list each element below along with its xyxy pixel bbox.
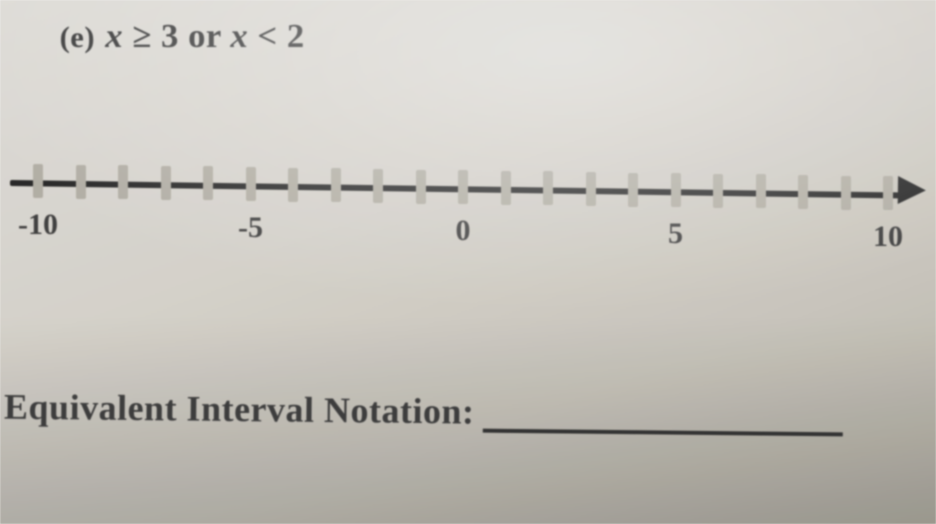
number-line-tick bbox=[883, 176, 893, 210]
number-line-tick bbox=[416, 170, 426, 204]
number-line-axis bbox=[10, 180, 900, 198]
problem-expression: x ≥ 3 or x < 2 bbox=[105, 18, 304, 56]
equivalent-notation-label: Equivalent Interval Notation: bbox=[4, 386, 475, 433]
problem-label: (e) bbox=[60, 21, 95, 55]
number-line-tick bbox=[713, 174, 723, 208]
number-line-tick bbox=[501, 171, 511, 205]
number-line-tick bbox=[841, 176, 851, 210]
equivalent-notation-blank[interactable] bbox=[482, 399, 842, 437]
page: (e) x ≥ 3 or x < 2 -10 -5 0 5 10 Equivalent … bbox=[0, 0, 936, 524]
number-line-tick bbox=[543, 171, 553, 205]
number-line-tick bbox=[798, 175, 808, 209]
number-line-tick bbox=[246, 167, 256, 201]
number-line-tick bbox=[331, 168, 341, 202]
number-line-tick bbox=[76, 165, 86, 199]
number-line-tick bbox=[628, 173, 638, 207]
number-line-tick bbox=[288, 168, 298, 202]
number-line-arrowhead bbox=[898, 176, 926, 204]
number-line-tick bbox=[671, 173, 681, 207]
expr-x1: x bbox=[105, 18, 123, 55]
number-line-tick-label: -5 bbox=[238, 211, 263, 245]
expr-or: or bbox=[188, 18, 230, 55]
number-line-tick bbox=[161, 166, 171, 200]
expr-lt: < 2 bbox=[248, 18, 304, 55]
problem-row: (e) x ≥ 3 or x < 2 bbox=[60, 18, 305, 56]
expr-x2: x bbox=[230, 18, 248, 55]
number-line-tick-label: 5 bbox=[668, 217, 683, 251]
number-line-tick bbox=[373, 169, 383, 203]
number-line-tick bbox=[203, 166, 213, 200]
number-line-tick-label: -10 bbox=[18, 208, 58, 242]
number-line-tick bbox=[458, 170, 468, 204]
number-line-tick bbox=[756, 174, 766, 208]
expr-ge: ≥ 3 bbox=[123, 18, 188, 55]
number-line-tick bbox=[586, 172, 596, 206]
number-line-tick-label: 0 bbox=[456, 214, 471, 248]
equivalent-notation-row: Equivalent Interval Notation: bbox=[4, 386, 843, 437]
number-line-tick bbox=[118, 165, 128, 199]
number-line-tick bbox=[33, 164, 43, 198]
number-line: -10 -5 0 5 10 bbox=[10, 140, 930, 280]
number-line-tick-label: 10 bbox=[873, 220, 903, 254]
